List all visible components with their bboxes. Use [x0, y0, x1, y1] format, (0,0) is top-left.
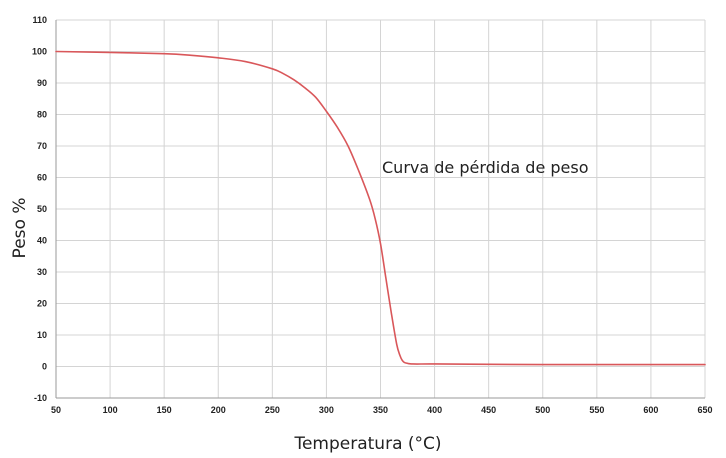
y-tick-label: 0: [42, 362, 47, 372]
y-tick-label: -10: [34, 393, 47, 403]
y-tick-label: 110: [32, 15, 47, 25]
x-tick-label: 150: [157, 405, 172, 415]
y-tick-label: 10: [37, 330, 47, 340]
x-tick-label: 300: [319, 405, 334, 415]
grid: [55, 19, 706, 399]
y-tick-label: 100: [32, 47, 47, 57]
y-tick-label: 90: [37, 78, 47, 88]
y-tick-label: 30: [37, 267, 47, 277]
x-tick-label: 450: [481, 405, 496, 415]
y-tick-label: 40: [37, 236, 47, 246]
x-tick-label: 500: [535, 405, 550, 415]
y-tick-label: 20: [37, 299, 47, 309]
y-tick-label: 80: [37, 110, 47, 120]
x-tick-label: 200: [211, 405, 226, 415]
x-axis-title: Temperatura (°C): [293, 434, 441, 454]
axes: [55, 20, 705, 399]
weight-loss-curve: [55, 50, 706, 366]
y-tick-label: 60: [37, 173, 47, 183]
y-axis-title: Peso %: [10, 198, 30, 259]
x-tick-label: 250: [265, 405, 280, 415]
x-tick-label: 550: [589, 405, 604, 415]
series-layer: [55, 50, 706, 366]
x-tick-label: 350: [373, 405, 388, 415]
y-tick-label: 70: [37, 141, 47, 151]
tick-labels: 50 100 150 200 250 300 350 400 450 500 550 600 650-1…: [32, 15, 713, 415]
x-tick-label: 100: [103, 405, 118, 415]
x-tick-label: 400: [427, 405, 442, 415]
curve-annotation: Curva de pérdida de peso: [382, 158, 589, 177]
x-tick-label: 650: [697, 405, 712, 415]
x-tick-label: 600: [643, 405, 658, 415]
y-tick-label: 50: [37, 204, 47, 214]
x-tick-label: 50: [51, 405, 61, 415]
